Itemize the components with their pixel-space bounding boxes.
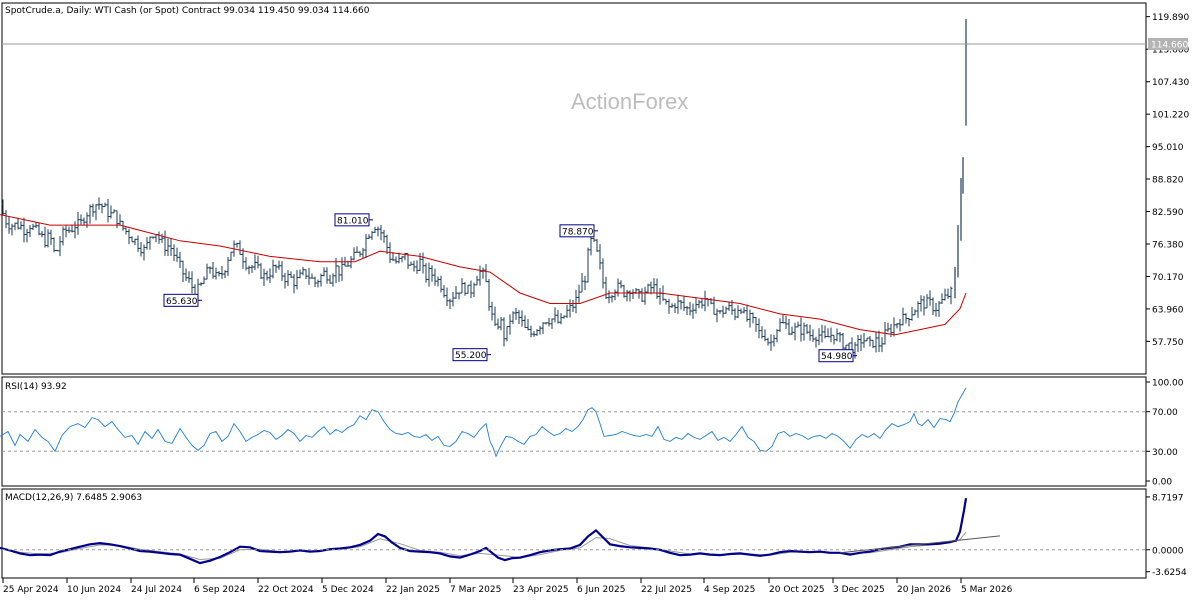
y-tick-label: 0.00 xyxy=(1152,478,1172,488)
x-tick-label: 23 Apr 2025 xyxy=(513,585,569,595)
current-price-tag xyxy=(1148,37,1188,50)
x-tick-label: 7 Mar 2025 xyxy=(450,585,501,595)
x-tick-label: 20 Oct 2025 xyxy=(769,585,825,595)
chart-title: SpotCrude.a, Daily: WTI Cash (or Spot) C… xyxy=(5,6,370,16)
y-tick-label: -3.6254 xyxy=(1152,568,1187,578)
annotation-box xyxy=(559,224,595,238)
y-tick-label: 0.0000 xyxy=(1152,546,1184,556)
rsi-line xyxy=(0,387,967,458)
price-bars xyxy=(1,18,967,359)
y-tick-label: 95.010 xyxy=(1152,143,1184,153)
y-tick-label: 63.960 xyxy=(1152,305,1184,315)
y-tick-label: 88.820 xyxy=(1152,175,1184,185)
panel-frame-3 xyxy=(1,488,1147,579)
y-tick-label: 8.7197 xyxy=(1152,493,1184,503)
moving-average-line xyxy=(0,214,967,336)
y-tick-label: 76.380 xyxy=(1152,240,1184,250)
x-tick-label: 6 Jun 2025 xyxy=(577,585,625,595)
current-price-label: 114.660 xyxy=(1151,40,1188,50)
annotation-label: 81.010 xyxy=(337,216,369,226)
y-tick-label: 70.170 xyxy=(1152,273,1184,283)
rsi-title: RSI(14) 93.92 xyxy=(5,382,67,392)
x-tick-label: 22 Oct 2024 xyxy=(258,585,314,595)
x-tick-label: 5 Mar 2026 xyxy=(961,585,1013,595)
panel-frame-2 xyxy=(1,376,1147,487)
annotation-box xyxy=(452,348,488,362)
annotation-label: 55.200 xyxy=(455,351,487,361)
x-tick-label: 22 Jan 2025 xyxy=(386,585,440,595)
annotation-box xyxy=(334,213,370,227)
annotation-box xyxy=(818,349,854,363)
y-tick-label: 100.00 xyxy=(1152,379,1184,389)
x-tick-label: 25 Apr 2024 xyxy=(3,585,59,595)
macd-title: MACD(12,26,9) 7.6485 2.9063 xyxy=(5,493,142,503)
y-tick-label: 119.890 xyxy=(1152,13,1189,23)
watermark: ActionForex xyxy=(571,89,688,114)
y-tick-label: 113.660 xyxy=(1152,46,1189,56)
x-tick-label: 24 Jul 2024 xyxy=(131,585,182,595)
y-tick-label: 107.430 xyxy=(1152,78,1189,88)
y-tick-label: 57.750 xyxy=(1152,338,1184,348)
x-tick-label: 10 Jun 2024 xyxy=(67,585,121,595)
macd-line xyxy=(0,498,968,565)
x-tick-label: 4 Sep 2025 xyxy=(704,585,755,595)
x-tick-label: 22 Jul 2025 xyxy=(641,585,692,595)
x-tick-label: 6 Sep 2024 xyxy=(194,585,246,595)
y-tick-label: 70.00 xyxy=(1152,408,1178,418)
macd-signal-line xyxy=(0,531,967,561)
y-tick-label: 101.220 xyxy=(1152,111,1189,121)
panel-frame-1 xyxy=(1,2,1147,375)
annotation-label: 78.870 xyxy=(562,227,594,237)
y-tick-label: 30.00 xyxy=(1152,448,1178,458)
annotation-label: 54.980 xyxy=(821,352,853,362)
y-tick-label: 82.590 xyxy=(1152,208,1184,218)
annotation-label: 65.630 xyxy=(166,297,198,307)
x-tick-label: 20 Jan 2026 xyxy=(897,585,951,595)
annotation-box xyxy=(163,293,199,307)
x-tick-label: 5 Dec 2024 xyxy=(322,585,374,595)
x-tick-label: 3 Dec 2025 xyxy=(833,585,885,595)
